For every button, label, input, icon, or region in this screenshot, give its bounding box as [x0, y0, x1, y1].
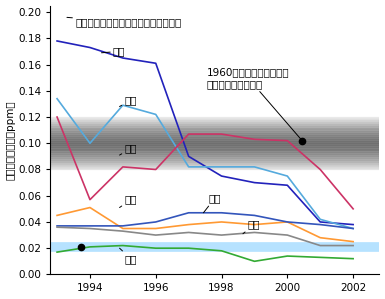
Bar [50, 157, 380, 158]
Bar [50, 124, 380, 125]
Bar [50, 167, 380, 168]
Y-axis label: 二酸化硫黄濃度（ppm）: 二酸化硫黄濃度（ppm） [5, 100, 15, 180]
Bar [50, 129, 380, 130]
Text: 大連: 大連 [120, 195, 137, 208]
Bar [50, 131, 380, 132]
Bar [50, 130, 380, 131]
Bar [50, 121, 380, 122]
Text: 瀋陽: 瀋陽 [243, 219, 260, 234]
Bar [50, 132, 380, 133]
Bar [50, 153, 380, 154]
Bar [50, 156, 380, 157]
Bar [50, 151, 380, 152]
Bar [50, 139, 380, 140]
Text: 太原: 太原 [120, 144, 137, 155]
Bar [50, 125, 380, 126]
Bar [50, 140, 380, 141]
Bar [50, 164, 380, 165]
Bar [50, 145, 380, 146]
Bar [50, 147, 380, 148]
Bar [50, 142, 380, 143]
Bar [50, 138, 380, 139]
Bar [50, 159, 380, 160]
Bar [50, 120, 380, 121]
Bar [50, 161, 380, 162]
Bar [50, 127, 380, 128]
Text: 日本の環境基準に相当する濃度レベル: 日本の環境基準に相当する濃度レベル [67, 17, 181, 28]
Bar [50, 155, 380, 156]
Bar [50, 128, 380, 129]
Bar [50, 146, 380, 147]
Bar [50, 123, 380, 124]
Bar [50, 134, 380, 135]
Bar [50, 122, 380, 123]
Bar [50, 160, 380, 161]
Text: 北京: 北京 [203, 193, 221, 213]
Bar [50, 137, 380, 138]
Bar [50, 135, 380, 136]
Bar [50, 118, 380, 119]
Bar [50, 162, 380, 163]
Text: 重慶: 重慶 [120, 95, 137, 106]
Bar [50, 154, 380, 155]
Bar [50, 136, 380, 137]
Bar [50, 166, 380, 167]
Bar [50, 169, 380, 170]
Text: 貴陽: 貴陽 [102, 46, 126, 57]
Text: 上海: 上海 [120, 248, 137, 264]
Bar [50, 152, 380, 153]
Bar [50, 126, 380, 127]
Bar [50, 168, 380, 169]
Bar [50, 150, 380, 151]
Bar [50, 149, 380, 150]
Bar [50, 163, 380, 164]
Bar [50, 148, 380, 149]
Bar [50, 158, 380, 159]
Bar [50, 119, 380, 120]
Bar [50, 133, 380, 134]
Bar [50, 165, 380, 166]
Bar [50, 141, 380, 142]
Text: 1960年代の川崎や大阪の
工業地帯濃度レベル: 1960年代の川崎や大阪の 工業地帯濃度レベル [207, 67, 302, 141]
Bar [50, 143, 380, 144]
Bar [50, 117, 380, 170]
Bar [50, 144, 380, 145]
Bar [50, 117, 380, 118]
